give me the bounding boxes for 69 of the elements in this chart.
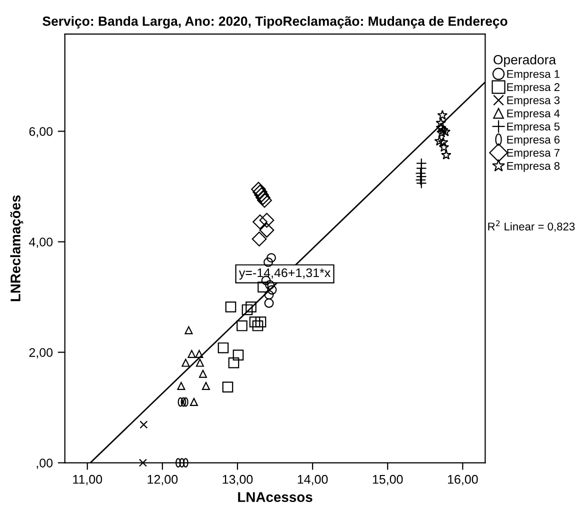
point: [236, 320, 248, 332]
point: [190, 398, 198, 406]
point: [254, 187, 269, 202]
point: [266, 253, 276, 263]
point: [246, 302, 256, 312]
point: [438, 136, 448, 147]
point: [249, 316, 260, 328]
point: [138, 458, 147, 467]
point: [184, 326, 193, 334]
point: [232, 350, 244, 360]
point: [267, 285, 277, 295]
point: [255, 316, 266, 328]
point: [259, 222, 274, 238]
point: [252, 232, 267, 246]
y-tick-label: 2,00: [29, 348, 53, 358]
x-tick-label: 16,00: [448, 474, 478, 486]
point: [198, 370, 207, 378]
point: [437, 110, 448, 120]
legend-label: Empresa 5: [507, 122, 560, 133]
point: [264, 298, 274, 308]
point: [225, 302, 236, 312]
x-tick-label: 14,00: [298, 474, 328, 486]
chart-title: Serviço: Banda Larga, Ano: 2020, TipoReclamação: Mudança de Endereço: [42, 16, 508, 28]
point: [202, 382, 210, 390]
legend-label: Empresa 6: [507, 136, 560, 146]
point: [436, 118, 446, 128]
point: [264, 258, 273, 267]
point: [182, 358, 190, 367]
y-tick-label: 4,00: [29, 238, 53, 248]
x-tick-label: 13,00: [222, 474, 253, 486]
point: [258, 282, 268, 293]
legend-label: Empresa 4: [507, 110, 560, 120]
x-axis-title: LNAcessos: [238, 492, 312, 502]
point: [228, 357, 240, 368]
point: [251, 182, 266, 197]
point: [438, 142, 450, 152]
point: [436, 128, 447, 138]
legend-label: Empresa 1: [507, 70, 560, 80]
point: [264, 290, 274, 300]
legend-label: Empresa 8: [507, 162, 560, 172]
legend-label: Empresa 7: [507, 148, 560, 159]
point: [195, 350, 204, 358]
point: [438, 124, 448, 135]
point: [434, 136, 445, 146]
x-tick-label: 15,00: [372, 474, 403, 486]
point: [259, 212, 274, 228]
point: [252, 214, 268, 230]
x-tick-label: 12,00: [148, 474, 178, 486]
y-axis-title: LNReclamações: [10, 195, 24, 302]
point: [252, 320, 264, 332]
x-tick-label: 11,00: [73, 474, 102, 486]
point: [196, 358, 204, 367]
point: [440, 126, 451, 136]
point: [440, 150, 452, 160]
point: [177, 382, 186, 390]
point: [252, 184, 268, 200]
y-tick-label: 6,00: [29, 127, 53, 138]
text: R$^{2}$ Linear = 0,823: [488, 220, 575, 232]
legend-label: Empresa 3: [507, 96, 560, 106]
annotation: y=-14,46+1,31*x: [238, 268, 331, 280]
point: [140, 420, 148, 429]
y-tick-label: ,00: [36, 458, 53, 469]
point: [188, 350, 196, 358]
point: [265, 280, 274, 290]
point: [222, 382, 234, 393]
point: [218, 342, 229, 354]
legend-title: Operadora: [494, 54, 556, 67]
point: [242, 304, 253, 316]
legend-label: Empresa 2: [507, 83, 560, 94]
